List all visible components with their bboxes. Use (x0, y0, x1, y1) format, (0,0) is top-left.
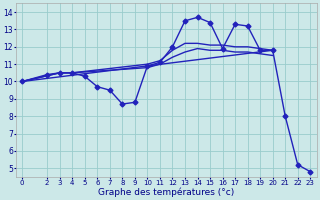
X-axis label: Graphe des températures (°c): Graphe des températures (°c) (98, 187, 234, 197)
